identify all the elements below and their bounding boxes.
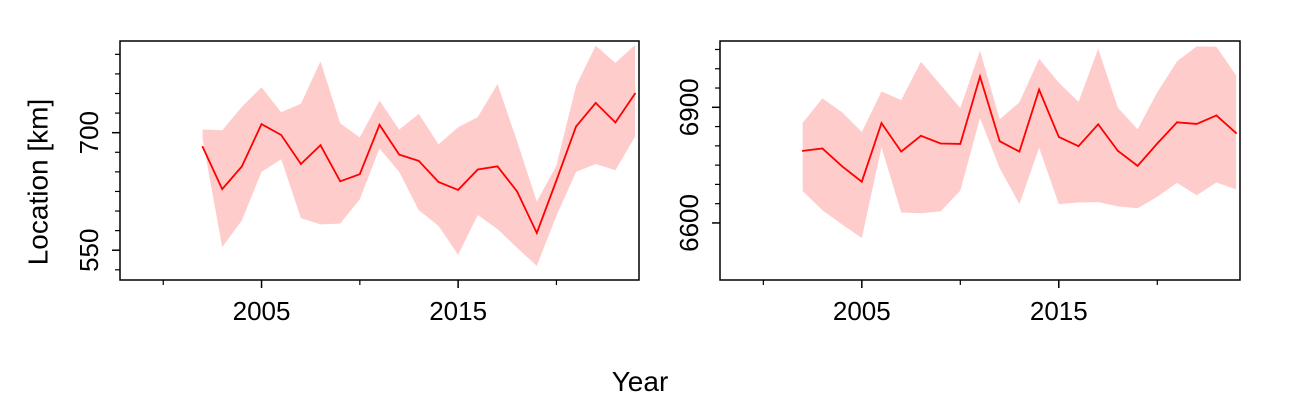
mean-point [1176,121,1178,124]
mean-point [1038,88,1040,91]
mean-point [1057,136,1060,138]
mean-point [535,232,538,234]
mean-point [841,165,843,168]
mean-point [516,190,518,193]
plot-frame [719,40,1241,281]
mean-point [280,134,283,136]
y-tick-label: 550 [74,229,104,272]
mean-point [1018,150,1021,153]
mean-point [959,143,962,145]
y-tick-label: 6900 [674,78,704,136]
mean-point [555,179,558,182]
mean-point [1156,142,1159,145]
mean-point [496,165,499,168]
mean-point [476,168,479,171]
mean-point [221,188,224,191]
mean-point [939,142,942,145]
mean-point [378,123,381,126]
y-axis-title: Location [km] [22,99,53,266]
mean-point [417,160,420,162]
confidence-band [802,46,1237,239]
x-tick-label: 2015 [1030,296,1088,326]
mean-point [1235,132,1237,135]
mean-point [319,144,322,147]
mean-point [1215,114,1218,117]
mean-point [1195,123,1198,125]
confidence-band [202,44,636,266]
mean-point [614,121,617,124]
left-panel: 2005 2015 550 700 [74,40,640,326]
mean-point [457,189,459,191]
mean-point [1077,145,1080,148]
mean-point [339,180,342,183]
y-tick-label: 6600 [674,194,704,252]
y-tick-label: 700 [74,111,104,154]
mean-point [979,75,981,78]
mean-point [358,173,361,176]
mean-point [880,122,883,124]
mean-point [575,125,577,128]
mean-point [801,150,804,152]
mean-point [437,181,440,183]
plot-frame [119,40,640,281]
mean-point [594,102,597,104]
mean-point [201,145,204,148]
mean-point [260,123,263,125]
mean-point [900,150,903,153]
x-axis-title: Year [612,366,669,397]
x-tick-label: 2005 [233,296,291,326]
mean-point [241,165,243,168]
mean-point [821,147,824,150]
mean-point [998,140,1001,143]
right-panel: 2005 2015 6600 6900 [674,40,1241,326]
mean-point [1117,150,1119,152]
mean-point [1136,165,1139,167]
mean-point [860,180,863,183]
mean-point [1097,123,1100,126]
x-tick-label: 2005 [833,296,891,326]
mean-point [300,163,302,165]
x-tick-label: 2015 [429,296,487,326]
mean-point [920,134,922,137]
mean-point [634,92,636,95]
mean-point [398,153,401,156]
